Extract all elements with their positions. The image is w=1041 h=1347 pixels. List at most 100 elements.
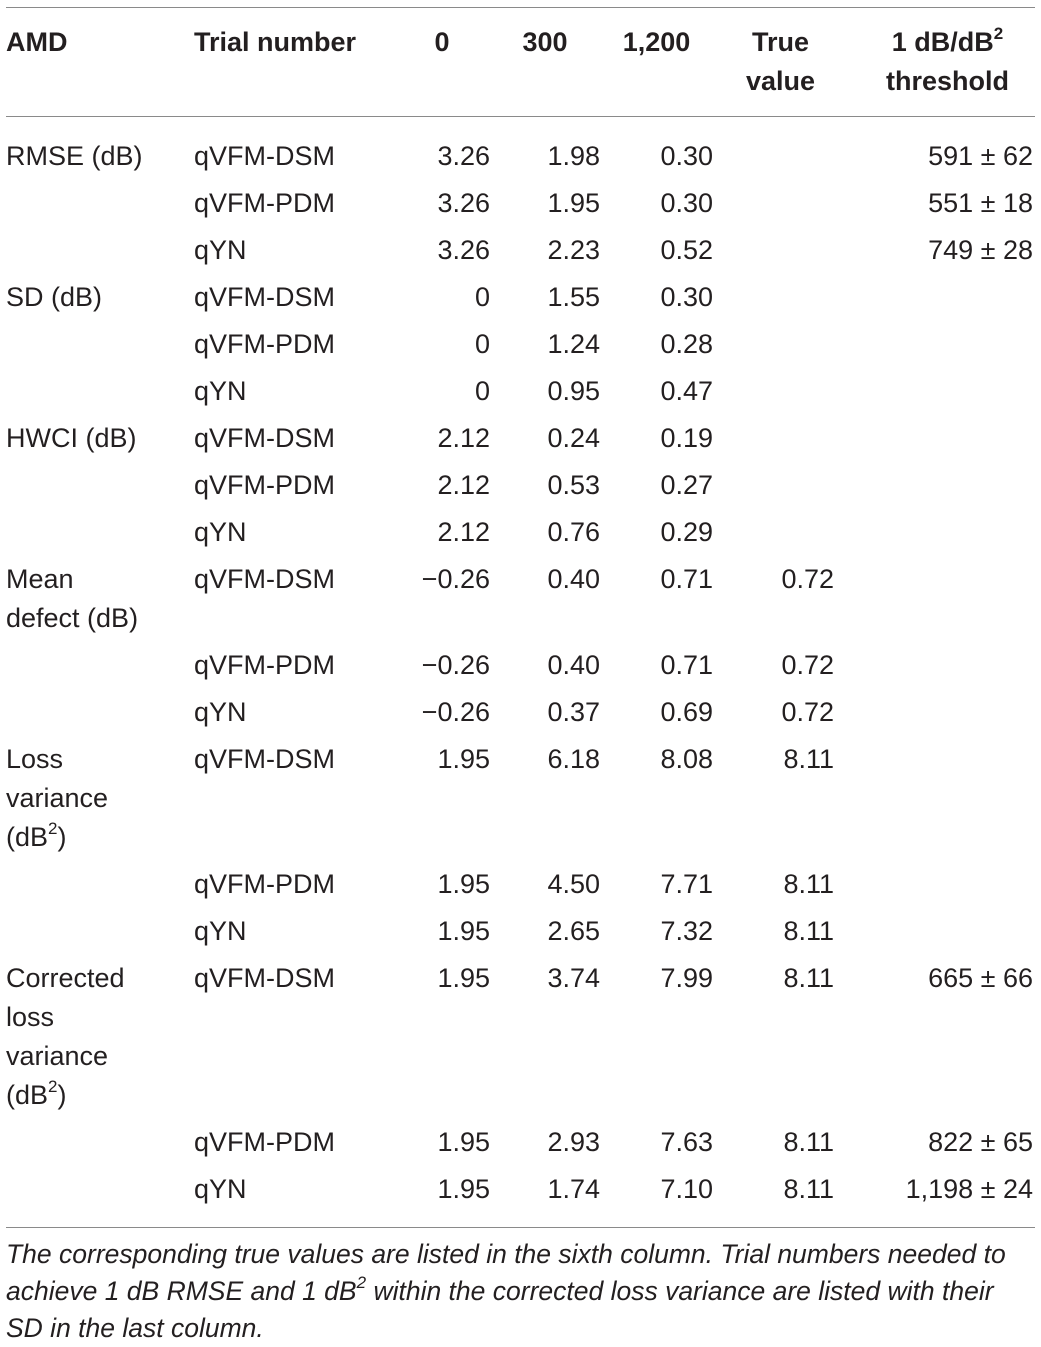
true-value-cell: 0.72 [781,564,834,594]
trial-0-cell: −0.26 [421,650,490,680]
trial-0-cell: 0 [474,376,490,406]
threshold-cell: 665 ± 66 [928,963,1033,993]
threshold-cell [848,505,1041,552]
trial-300-cell: 1.55 [547,282,600,312]
metric-cell [0,317,194,364]
table-row: qVFM-PDM 1.95 2.93 7.63 8.11 822 ± 65 [0,1115,1041,1162]
threshold-cell [848,552,1041,638]
trial-300-cell: 0.76 [547,517,600,547]
header-threshold-unit: 1 dB/dB [891,27,994,57]
trial-1200-cell: 0.30 [660,282,713,312]
metric-label-line: variance [6,783,109,813]
table-body: RMSE (dB) qVFM-DSM 3.26 1.98 0.30 591 ± 62 qVF… [0,116,1041,1209]
trial-300-cell: 1.74 [547,1174,600,1204]
metric-cell [0,1115,194,1162]
trial-1200-cell: 0.28 [660,329,713,359]
threshold-cell: 822 ± 65 [928,1127,1033,1157]
metric-cell: HWCI (dB) [6,423,137,453]
trial-300-cell: 0.53 [547,470,600,500]
metric-cell: Mean defect (dB) [0,552,194,638]
table-row: qYN 1.95 1.74 7.10 8.11 1,198 ± 24 [0,1162,1041,1209]
header-trial-300: 300 [522,27,568,57]
trial-0-cell: 1.95 [437,1174,490,1204]
trial-0-cell: 2.12 [437,470,490,500]
threshold-cell [848,411,1041,458]
threshold-cell [848,364,1041,411]
metric-cell [0,176,194,223]
method-cell: qYN [194,517,247,547]
trial-0-cell: 3.26 [437,141,490,171]
table-bottom-rule [6,1227,1035,1228]
header-threshold-line2: threshold [885,66,1009,96]
true-value-cell: 8.11 [783,1127,834,1157]
trial-300-cell: 1.24 [547,329,600,359]
header-true-value-line2: value [745,66,816,96]
results-table: AMD Trial number 0 300 1,200 True value … [0,10,1041,1209]
table-row: qVFM-PDM 3.26 1.95 0.30 551 ± 18 [0,176,1041,223]
true-value-cell [713,364,848,411]
table-row: HWCI (dB) qVFM-DSM 2.12 0.24 0.19 [0,411,1041,458]
method-cell: qYN [194,916,247,946]
method-cell: qYN [194,235,247,265]
true-value-cell: 8.11 [783,916,834,946]
metric-cell: SD (dB) [6,282,103,312]
true-value-cell [713,411,848,458]
header-threshold-superscript: 2 [993,24,1004,43]
trial-0-cell: 2.12 [437,423,490,453]
threshold-cell: 551 ± 18 [928,188,1033,218]
table-row: qYN 0 0.95 0.47 [0,364,1041,411]
table-row: RMSE (dB) qVFM-DSM 3.26 1.98 0.30 591 ± 62 [0,116,1041,176]
trial-1200-cell: 7.63 [660,1127,713,1157]
trial-300-cell: 1.98 [547,141,600,171]
method-cell: qVFM-DSM [194,744,335,774]
method-cell: qVFM-PDM [194,470,335,500]
metric-label-line: Mean [6,564,74,594]
table-row: Corrected loss variance (dB2) qVFM-DSM 1.95 3.… [0,951,1041,1115]
header-threshold-line1: 1 dB/dB2 [891,24,1004,57]
method-cell: qVFM-PDM [194,329,335,359]
header-trial-0: 0 [434,27,450,57]
true-value-cell: 0.72 [781,650,834,680]
metric-superscript: 2 [48,819,58,838]
table-row: qYN 1.95 2.65 7.32 8.11 [0,904,1041,951]
trial-1200-cell: 0.30 [660,188,713,218]
trial-0-cell: 1.95 [437,869,490,899]
trial-0-cell: 1.95 [437,744,490,774]
metric-cell [0,638,194,685]
table-row: qYN 2.12 0.76 0.29 [0,505,1041,552]
method-cell: qVFM-DSM [194,963,335,993]
method-cell: qVFM-PDM [194,650,335,680]
trial-300-cell: 2.23 [547,235,600,265]
table-row: Mean defect (dB) qVFM-DSM −0.26 0.40 0.71 0.72 [0,552,1041,638]
method-cell: qYN [194,376,247,406]
trial-1200-cell: 0.19 [660,423,713,453]
metric-superscript: 2 [48,1077,58,1096]
metric-cell: RMSE (dB) [6,141,143,171]
table-row: qYN 3.26 2.23 0.52 749 ± 28 [0,223,1041,270]
metric-label-line: (dB [6,1080,49,1110]
table-row: qYN −0.26 0.37 0.69 0.72 [0,685,1041,732]
table-row: qVFM-PDM 1.95 4.50 7.71 8.11 [0,857,1041,904]
metric-cell [0,458,194,505]
metric-cell [0,685,194,732]
true-value-cell: 8.11 [783,963,834,993]
footnote-text-2: within the corrected loss variance are l… [6,1276,994,1343]
method-cell: qVFM-DSM [194,423,335,453]
metric-cell [0,904,194,951]
true-value-cell [713,458,848,505]
true-value-cell: 8.11 [783,1174,834,1204]
trial-1200-cell: 7.71 [660,869,713,899]
table-header: AMD Trial number 0 300 1,200 True value … [0,10,1041,116]
trial-300-cell: 0.40 [547,564,600,594]
table-header-rule [6,116,1035,117]
method-cell: qVFM-PDM [194,188,335,218]
trial-300-cell: 0.40 [547,650,600,680]
header-trial-1200: 1,200 [622,27,691,57]
method-cell: qVFM-DSM [194,141,335,171]
trial-1200-cell: 0.69 [660,697,713,727]
table-top-rule [6,7,1035,8]
threshold-cell [848,270,1041,317]
threshold-cell [848,904,1041,951]
metric-label-line: defect (dB) [6,603,139,633]
